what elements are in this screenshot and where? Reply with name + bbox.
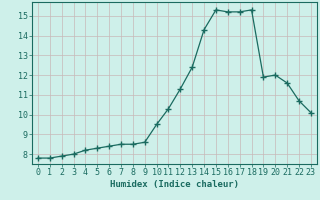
X-axis label: Humidex (Indice chaleur): Humidex (Indice chaleur) <box>110 180 239 189</box>
